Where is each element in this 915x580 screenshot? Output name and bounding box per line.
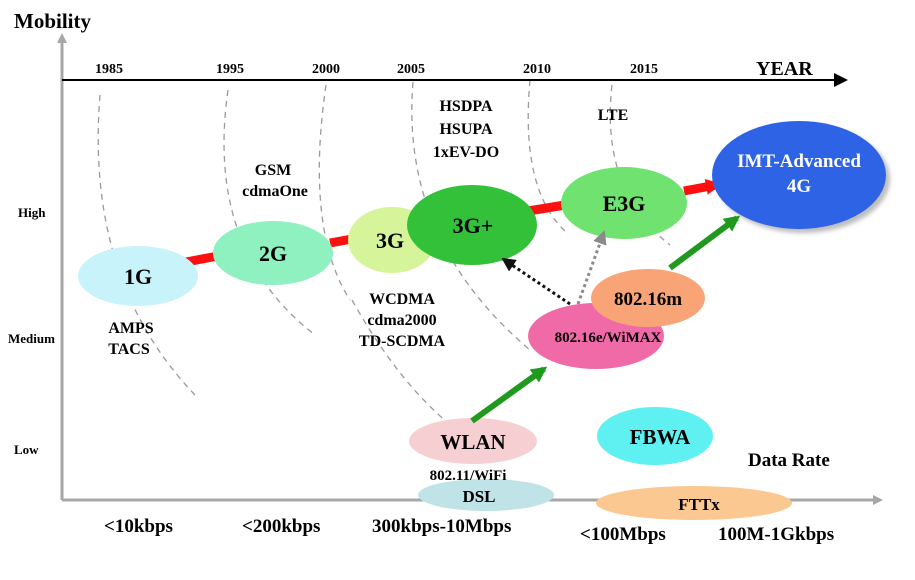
- green-arrow-wlan-wimax: [470, 366, 548, 424]
- label-wifi: 802.11/WiFi: [430, 468, 507, 484]
- label-cdmaone: cdmaOne: [242, 183, 308, 200]
- label-80216m: 802.16m: [614, 289, 682, 310]
- arc-1995: [223, 89, 316, 336]
- red-link-e3g-imt: [683, 178, 722, 196]
- mobility-high-label: High: [18, 205, 46, 220]
- data-rate-title: Data Rate: [748, 450, 830, 471]
- mobility-medium-label: Medium: [8, 331, 55, 346]
- label-3g: 3G: [376, 228, 404, 253]
- label-wcdma: WCDMA: [369, 291, 435, 308]
- rate-10kbps: <10kbps: [104, 516, 173, 537]
- label-gsm: GSM: [255, 162, 291, 179]
- year-2015: 2015: [630, 62, 658, 77]
- arc-2000-a: [318, 84, 351, 301]
- label-hsupa: HSUPA: [439, 121, 492, 138]
- label-tacs: TACS: [108, 341, 150, 358]
- label-1xev-do: 1xEV-DO: [433, 144, 499, 161]
- label-4g: 4G: [787, 176, 812, 197]
- label-3gplus: 3G+: [453, 213, 494, 238]
- red-link-1g-2g: [185, 251, 219, 267]
- mobility-low-label: Low: [14, 442, 39, 457]
- green-arrow-80216m-imt: [668, 215, 741, 271]
- node-imt-advanced: [712, 121, 886, 229]
- rate-300kbps-10mbps: 300kbps-10Mbps: [372, 516, 511, 537]
- node-fbwa: [597, 407, 713, 465]
- node-1g: [78, 246, 198, 306]
- year-title: YEAR: [756, 58, 813, 80]
- label-2g: 2G: [259, 241, 287, 266]
- year-2010: 2010: [523, 62, 551, 77]
- year-1985: 1985: [95, 62, 123, 77]
- label-cdma2000: cdma2000: [367, 312, 436, 329]
- year-2005: 2005: [397, 62, 425, 77]
- arc-2010: [527, 79, 567, 233]
- label-wimax: 802.16e/WiMAX: [555, 330, 662, 346]
- dotted-arrow-wimax-3gplus: [501, 257, 571, 306]
- year-2000: 2000: [312, 62, 340, 77]
- label-hsdpa: HSDPA: [439, 98, 492, 115]
- label-amps: AMPS: [108, 320, 153, 337]
- year-1995: 1995: [216, 62, 244, 77]
- red-link-3gplus-e3g: [527, 200, 566, 216]
- label-wlan: WLAN: [440, 430, 505, 454]
- label-1g: 1G: [124, 264, 152, 289]
- label-td-scdma: TD-SCDMA: [359, 333, 446, 350]
- rate-100mbps: <100Mbps: [580, 524, 666, 545]
- dotted-arrow-wimax-e3g: [576, 230, 607, 305]
- label-e3g: E3G: [603, 191, 646, 216]
- label-dsl: DSL: [462, 487, 495, 506]
- node-80216m: [591, 269, 705, 327]
- node-wlan: [409, 418, 537, 464]
- cellular-evolution-path: [185, 178, 722, 267]
- node-2g: [213, 221, 333, 285]
- rate-100m-1gkbps: 100M-1Gkbps: [718, 524, 834, 545]
- label-imt-advanced: IMT-Advanced: [737, 151, 861, 172]
- fttx-node: [596, 486, 792, 520]
- label-fbwa: FBWA: [630, 425, 692, 449]
- label-lte: LTE: [598, 107, 629, 124]
- mobility-title: Mobility: [14, 9, 91, 33]
- node-3gplus: [407, 185, 537, 265]
- label-fttx: FTTx: [678, 495, 720, 514]
- node-e3g: [561, 167, 687, 239]
- rate-200kbps: <200kbps: [242, 516, 320, 537]
- dsl-node: [418, 479, 554, 511]
